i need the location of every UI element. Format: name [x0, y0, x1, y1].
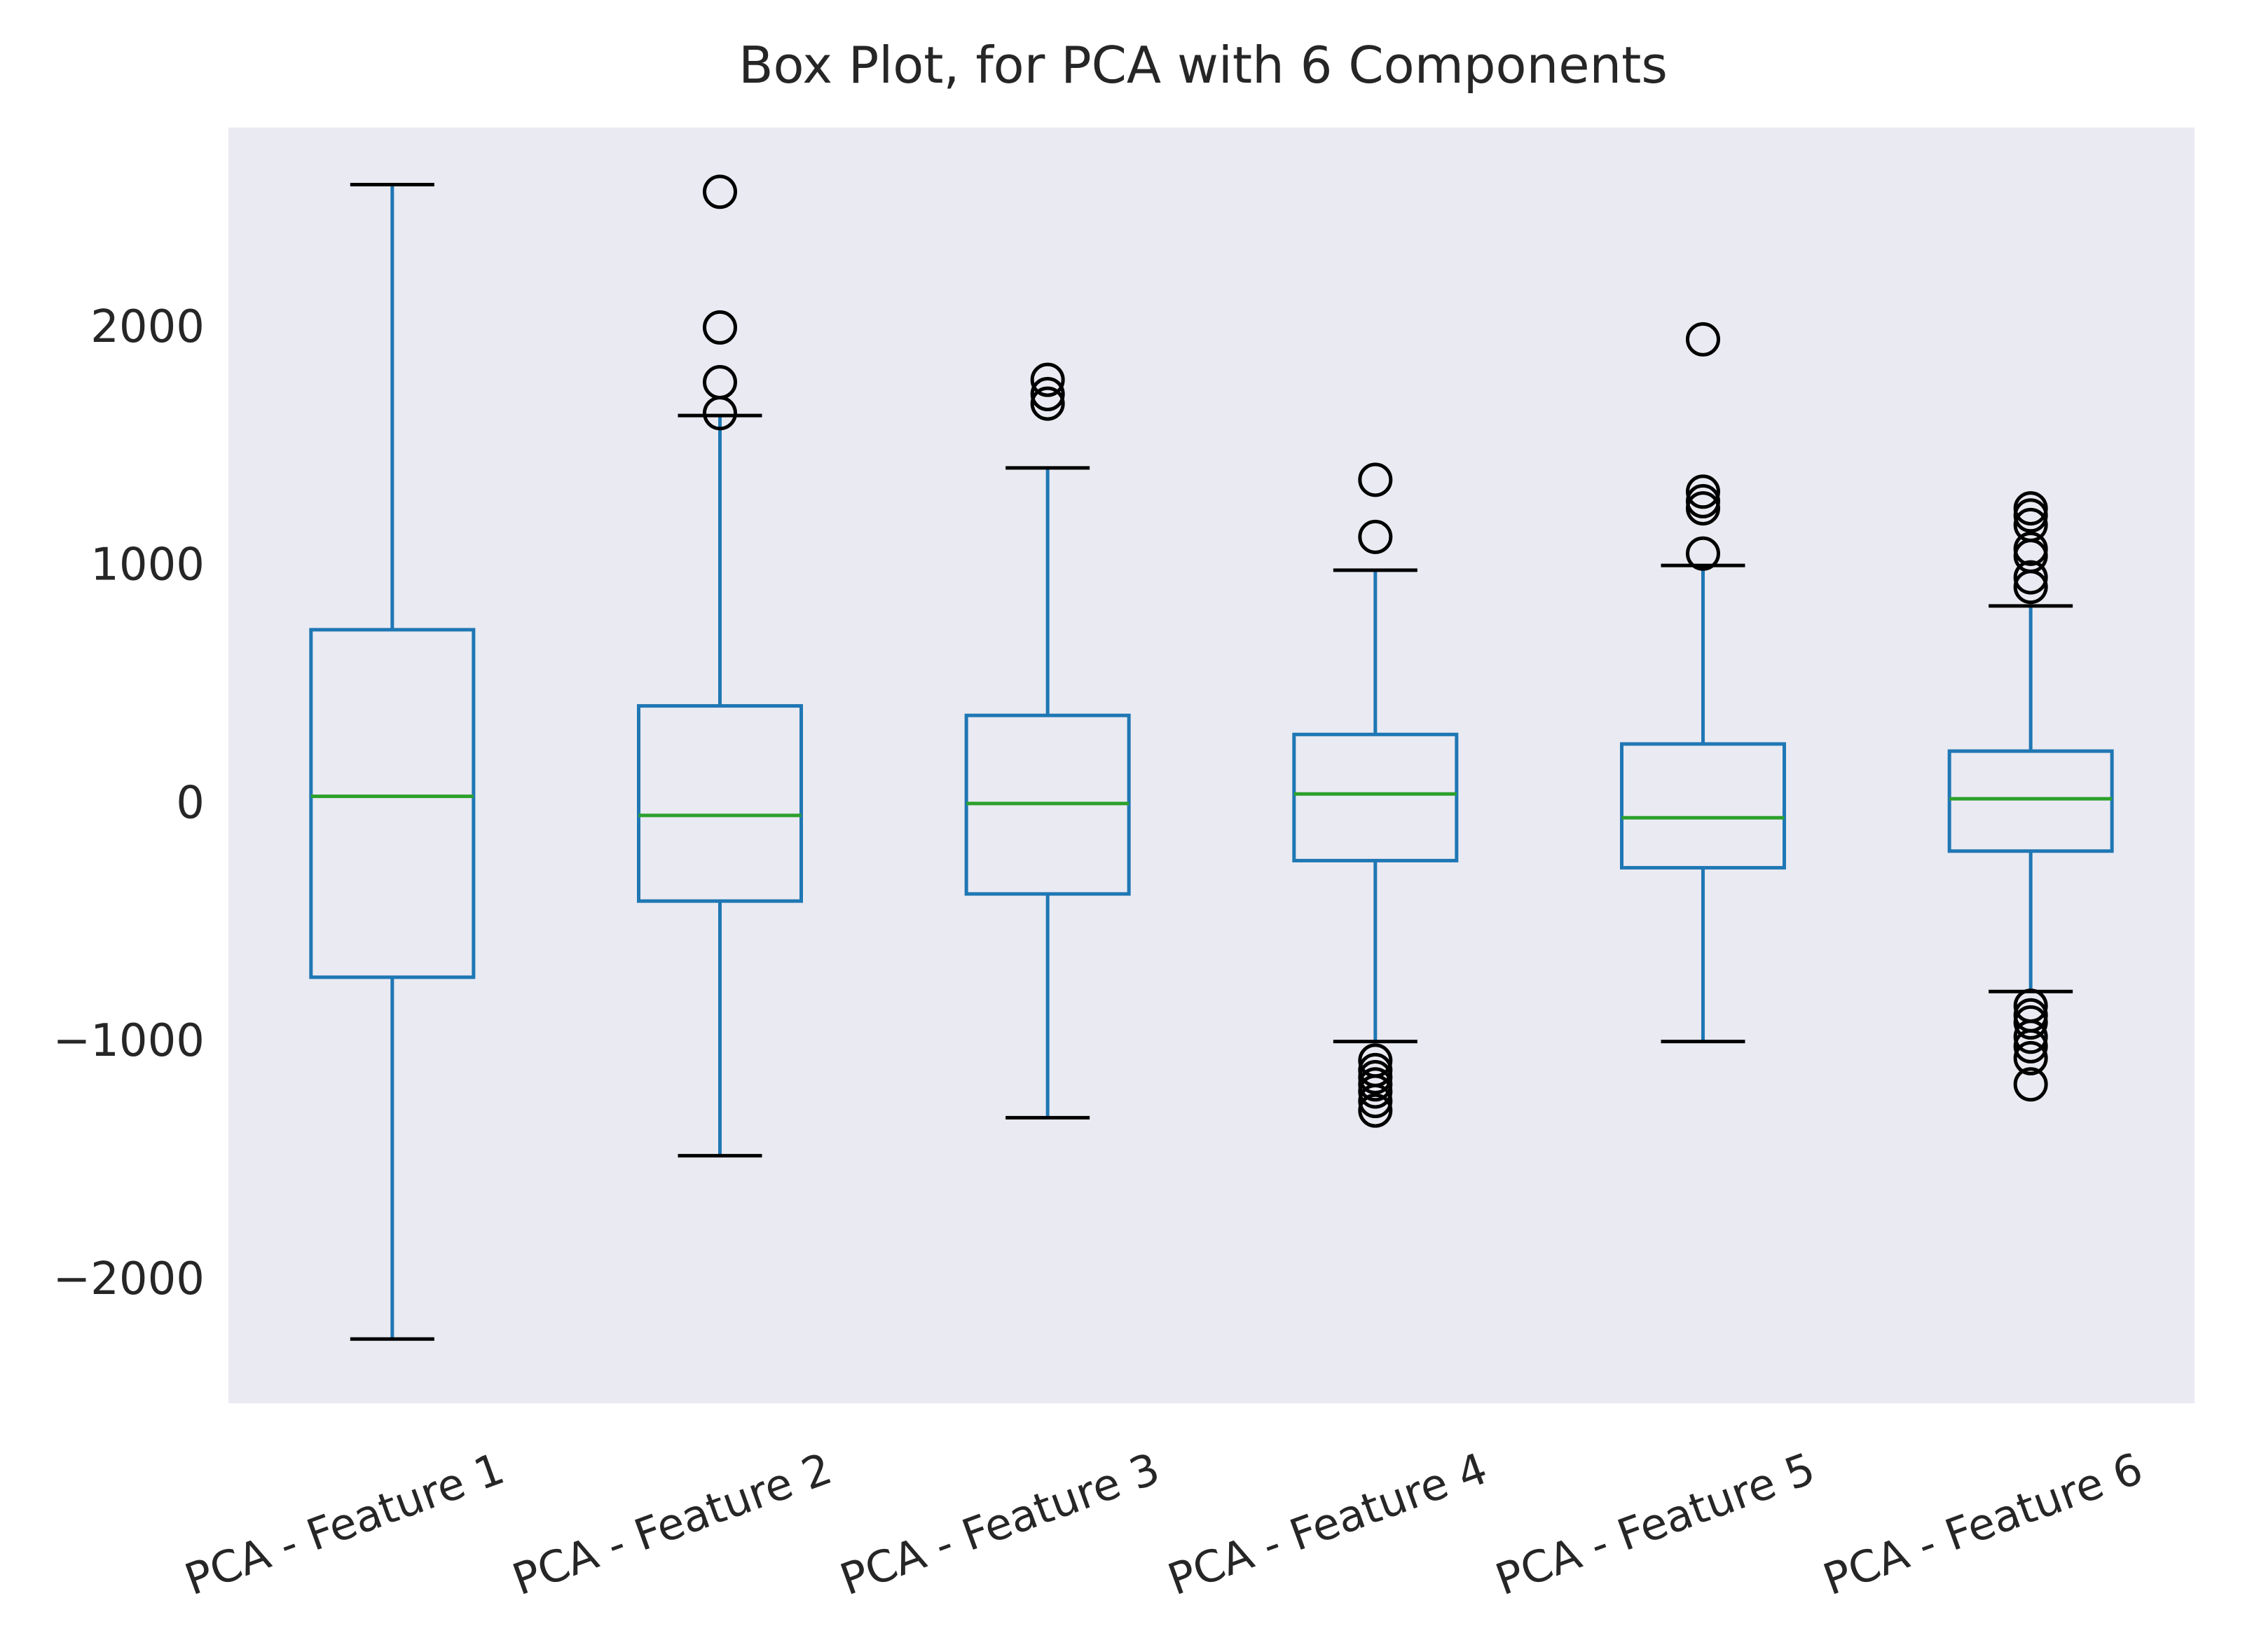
outlier-point [1686, 322, 1720, 357]
outlier-point [2013, 531, 2048, 566]
outlier-point [2013, 1067, 2048, 1102]
outlier-point [2013, 507, 2048, 542]
outlier-point [2013, 491, 2048, 526]
iqr-box [637, 704, 803, 903]
box-group-3 [964, 362, 1131, 1120]
outlier-point [703, 174, 737, 209]
outlier-point [1358, 1093, 1393, 1128]
box-group-6 [1947, 491, 2114, 1102]
box-group-4 [1292, 462, 1459, 1128]
outlier-point [2013, 1028, 2048, 1064]
outlier-point [1030, 362, 1065, 397]
plot-area [228, 128, 2195, 1403]
iqr-box [1947, 749, 2114, 853]
box-group-2 [637, 174, 803, 1158]
outlier-point [1030, 377, 1065, 412]
outlier-point [2013, 1005, 2048, 1040]
outlier-point [2013, 1040, 2048, 1075]
outlier-point [1358, 519, 1393, 554]
outlier-point [1686, 474, 1720, 509]
y-axis-ticks: 2000 1000 0 −1000 −2000 [53, 301, 205, 1305]
outlier-point [2013, 560, 2048, 595]
box-group-1 [309, 183, 476, 1341]
y-tick-label: −1000 [53, 1015, 205, 1067]
y-tick-label: 2000 [90, 301, 205, 353]
outlier-point [1686, 536, 1720, 571]
boxes-layer [309, 174, 2114, 1341]
y-tick-label: −2000 [53, 1253, 205, 1305]
outlier-point [703, 365, 737, 400]
outlier-point [1030, 386, 1065, 421]
outlier-point [1358, 1084, 1393, 1119]
iqr-box [309, 628, 476, 979]
chart-title: Box Plot, for PCA with 6 Components [739, 36, 1668, 95]
outlier-point [2013, 1019, 2048, 1054]
box-group-5 [1620, 322, 1786, 1044]
outlier-point [1686, 483, 1720, 518]
iqr-box [1292, 732, 1459, 862]
outlier-point [703, 310, 737, 345]
y-tick-label: 0 [176, 777, 205, 829]
outlier-point [1358, 462, 1393, 497]
y-tick-label: 1000 [90, 539, 205, 591]
outlier-point [1358, 1074, 1393, 1109]
iqr-box [1620, 742, 1786, 870]
